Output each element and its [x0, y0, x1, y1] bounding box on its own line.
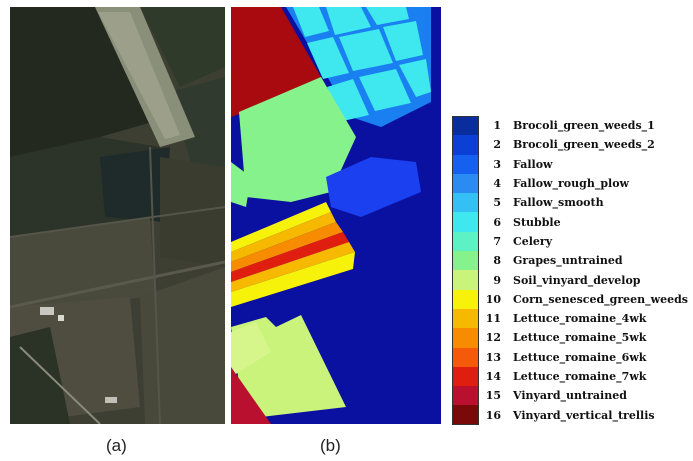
legend-swatch — [452, 135, 479, 155]
legend-label: Celery — [513, 234, 553, 248]
legend-item: 6 Stubble — [452, 212, 690, 232]
legend-label: Lettuce_romaine_7wk — [513, 370, 647, 383]
legend-number: 16 — [485, 408, 501, 422]
legend-swatch — [452, 405, 479, 425]
legend-swatch — [452, 154, 479, 174]
legend-item: 5 Fallow_smooth — [452, 193, 690, 213]
legend-label: Brocoli_green_weeds_1 — [513, 119, 655, 133]
legend-number: 8 — [493, 254, 501, 268]
legend-number: 7 — [493, 234, 501, 248]
legend-label: Corn_senesced_green_weeds — [513, 292, 688, 306]
legend-label: Fallow — [513, 157, 553, 171]
legend-swatch — [452, 231, 479, 252]
class-map-graphic — [231, 7, 441, 424]
legend-item: 4 Fallow_rough_plow — [452, 173, 690, 194]
aerial-image-graphic — [10, 7, 225, 424]
legend-item: 7 Celery — [452, 231, 690, 252]
legend-number: 12 — [485, 331, 501, 345]
legend-label: Fallow_rough_plow — [513, 177, 629, 191]
legend-item: 3 Fallow — [452, 154, 690, 174]
legend-label: Stubble — [513, 215, 561, 229]
legend-item: 13 Lettuce_romaine_6wk — [452, 347, 690, 367]
caption-a: (a) — [106, 436, 127, 455]
legend-label: Lettuce_romaine_5wk — [513, 331, 647, 345]
legend-item: 1 Brocoli_green_weeds_1 — [452, 116, 690, 136]
legend-swatch — [452, 212, 479, 232]
legend-item: 11 Lettuce_romaine_4wk — [452, 308, 690, 329]
legend-item: 10 Corn_senesced_green_weeds — [452, 289, 690, 309]
legend-number: 11 — [485, 312, 501, 326]
legend-number: 5 — [493, 196, 501, 210]
class-map — [231, 7, 441, 424]
legend-swatch — [452, 347, 479, 367]
legend-number: 9 — [493, 273, 501, 287]
legend-label: Lettuce_romaine_6wk — [513, 350, 647, 364]
caption-b: (b) — [320, 436, 341, 455]
legend-swatch — [452, 366, 479, 387]
legend-item: 16 Vinyard_vertical_trellis — [452, 405, 690, 425]
legend-item: 8 Grapes_untrained — [452, 251, 690, 271]
legend-label: Brocoli_green_weeds_2 — [513, 138, 655, 152]
legend-number: 2 — [493, 138, 501, 152]
legend-label: Grapes_untrained — [513, 254, 623, 268]
legend-number: 10 — [485, 292, 501, 306]
legend-label: Fallow_smooth — [513, 196, 604, 210]
legend-number: 1 — [493, 119, 501, 133]
legend: 1 Brocoli_green_weeds_1 2 Brocoli_green_wee… — [452, 116, 690, 425]
legend-item: 12 Lettuce_romaine_5wk — [452, 328, 690, 348]
legend-item: 15 Vinyard_untrained — [452, 386, 690, 406]
legend-label: Vinyard_untrained — [513, 389, 627, 403]
legend-swatch — [452, 308, 479, 329]
legend-swatch — [452, 328, 479, 348]
legend-swatch — [452, 116, 479, 136]
legend-swatch — [452, 386, 479, 406]
legend-swatch — [452, 270, 479, 290]
aerial-image — [10, 7, 225, 424]
legend-number: 13 — [485, 350, 501, 364]
legend-swatch — [452, 289, 479, 309]
legend-swatch — [452, 193, 479, 213]
legend-swatch — [452, 251, 479, 271]
legend-number: 3 — [493, 157, 501, 171]
legend-swatch — [452, 173, 479, 194]
legend-number: 14 — [485, 370, 501, 383]
legend-label: Vinyard_vertical_trellis — [513, 408, 655, 422]
legend-number: 6 — [493, 215, 501, 229]
legend-item: 14 Lettuce_romaine_7wk — [452, 366, 690, 387]
legend-number: 15 — [485, 389, 501, 403]
legend-item: 9 Soil_vinyard_develop — [452, 270, 690, 290]
legend-label: Soil_vinyard_develop — [513, 273, 641, 287]
legend-label: Lettuce_romaine_4wk — [513, 312, 647, 326]
legend-number: 4 — [493, 177, 501, 191]
legend-item: 2 Brocoli_green_weeds_2 — [452, 135, 690, 155]
